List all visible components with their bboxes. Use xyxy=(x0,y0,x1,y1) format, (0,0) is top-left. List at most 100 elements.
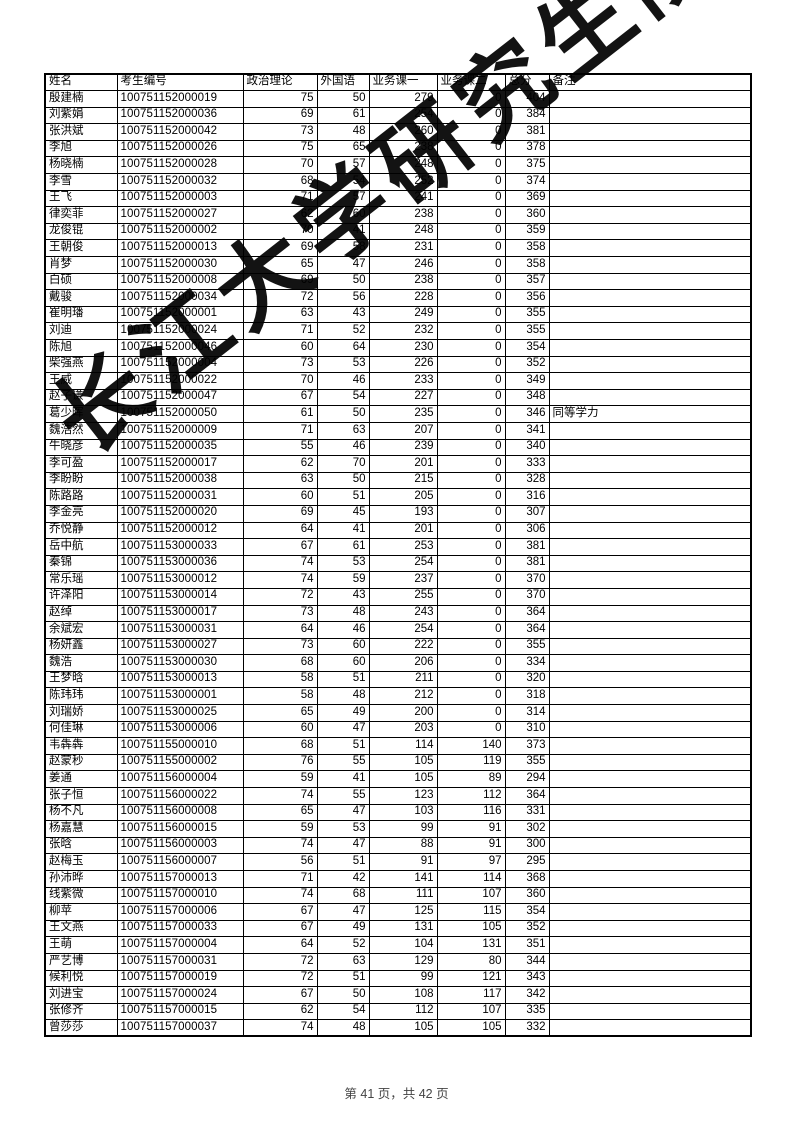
cell-candidate-id: 100751153000031 xyxy=(116,621,244,639)
cell-candidate-id: 100751157000019 xyxy=(116,969,244,988)
cell-subject-one: 237 xyxy=(368,571,438,589)
cell-foreign: 49 xyxy=(316,919,370,938)
table-row: 殷建楠 100751152000019 75 50 279 0 404 xyxy=(44,90,752,108)
table-row: 李雪 100751152000032 68 54 252 0 374 xyxy=(44,173,752,191)
cell-subject-two: 0 xyxy=(436,322,506,340)
cell-subject-one: 231 xyxy=(368,239,438,258)
cell-name: 姜通 xyxy=(44,770,118,789)
cell-candidate-id: 100751152000019 xyxy=(116,90,244,108)
cell-total: 310 xyxy=(504,720,550,739)
cell-candidate-id: 100751156000003 xyxy=(116,836,244,855)
table-row: 孙沛晔 100751157000013 71 42 141 114 368 xyxy=(44,870,752,888)
cell-subject-two: 0 xyxy=(436,239,506,258)
admission-score-table: 姓名 考生编号 政治理论 外国语 业务课一 业务课二 总分 备注 殷建楠 1007… xyxy=(44,73,752,1038)
cell-subject-two: 0 xyxy=(436,554,506,573)
cell-total: 404 xyxy=(504,90,550,108)
cell-foreign: 53 xyxy=(316,554,370,573)
cell-name: 孙沛晔 xyxy=(44,870,118,888)
cell-candidate-id: 100751152000036 xyxy=(116,106,244,125)
cell-subject-two: 121 xyxy=(436,969,506,988)
cell-subject-two: 0 xyxy=(436,587,506,606)
cell-politics: 69 xyxy=(242,504,318,523)
cell-politics: 65 xyxy=(242,704,318,722)
cell-foreign: 55 xyxy=(316,787,370,805)
cell-remark xyxy=(548,222,752,241)
cell-name: 戴骏 xyxy=(44,289,118,307)
cell-subject-one: 129 xyxy=(368,952,438,971)
cell-subject-one: 255 xyxy=(368,587,438,606)
table-row: 王威 100751152000022 70 46 233 0 349 xyxy=(44,372,752,390)
table-row: 张洪斌 100751152000042 73 48 260 0 381 xyxy=(44,123,752,141)
cell-name: 陈旭 xyxy=(44,339,118,357)
cell-name: 张晗 xyxy=(44,836,118,855)
cell-subject-two: 80 xyxy=(436,952,506,971)
cell-remark xyxy=(548,438,752,457)
cell-foreign: 43 xyxy=(316,305,370,324)
cell-foreign: 41 xyxy=(316,521,370,540)
cell-politics: 64 xyxy=(242,521,318,540)
cell-subject-two: 0 xyxy=(436,538,506,556)
cell-remark xyxy=(548,455,752,473)
cell-subject-two: 0 xyxy=(436,123,506,141)
cell-remark xyxy=(548,604,752,623)
cell-name: 王萌 xyxy=(44,936,118,954)
table-row: 柳苹 100751157000006 67 47 125 115 354 xyxy=(44,903,752,921)
cell-candidate-id: 100751152000032 xyxy=(116,173,244,191)
cell-subject-two: 131 xyxy=(436,936,506,954)
cell-remark xyxy=(548,554,752,573)
cell-name: 乔悦静 xyxy=(44,521,118,540)
cell-total: 360 xyxy=(504,206,550,224)
cell-subject-one: 248 xyxy=(368,222,438,241)
cell-total: 358 xyxy=(504,256,550,274)
cell-foreign: 48 xyxy=(316,604,370,623)
cell-subject-two: 0 xyxy=(436,372,506,390)
cell-name: 杨嘉慧 xyxy=(44,820,118,838)
cell-name: 杨晓楠 xyxy=(44,156,118,175)
table-row: 曾莎莎 100751157000037 74 48 105 105 332 xyxy=(44,1019,752,1037)
cell-foreign: 65 xyxy=(316,139,370,158)
cell-foreign: 43 xyxy=(316,587,370,606)
cell-remark xyxy=(548,339,752,357)
cell-subject-one: 238 xyxy=(368,272,438,291)
cell-subject-two: 115 xyxy=(436,903,506,921)
cell-name: 陈玮玮 xyxy=(44,687,118,706)
cell-politics: 74 xyxy=(242,886,318,905)
cell-name: 曾莎莎 xyxy=(44,1019,118,1037)
cell-subject-two: 107 xyxy=(436,1002,506,1021)
cell-total: 331 xyxy=(504,803,550,822)
cell-politics: 68 xyxy=(242,654,318,672)
cell-subject-one: 131 xyxy=(368,919,438,938)
cell-total: 341 xyxy=(504,421,550,440)
table-row: 李盼盼 100751152000038 63 50 215 0 328 xyxy=(44,471,752,490)
cell-foreign: 61 xyxy=(316,106,370,125)
cell-remark xyxy=(548,969,752,988)
cell-subject-one: 215 xyxy=(368,471,438,490)
cell-foreign: 51 xyxy=(316,737,370,755)
cell-total: 314 xyxy=(504,704,550,722)
cell-total: 381 xyxy=(504,538,550,556)
cell-total: 356 xyxy=(504,289,550,307)
cell-politics: 68 xyxy=(242,737,318,755)
cell-remark xyxy=(548,919,752,938)
cell-candidate-id: 100751153000033 xyxy=(116,538,244,556)
table-row: 许泽阳 100751153000014 72 43 255 0 370 xyxy=(44,587,752,606)
cell-remark xyxy=(548,670,752,689)
table-row: 王梦晗 100751153000013 58 51 211 0 320 xyxy=(44,670,752,689)
cell-name: 律奕菲 xyxy=(44,206,118,224)
cell-name: 王威 xyxy=(44,372,118,390)
table-row: 姜通 100751156000004 59 41 105 89 294 xyxy=(44,770,752,789)
cell-subject-one: 141 xyxy=(368,870,438,888)
cell-subject-two: 0 xyxy=(436,305,506,324)
cell-subject-one: 212 xyxy=(368,687,438,706)
cell-remark: 同等学力 xyxy=(548,405,752,423)
cell-name: 赵蒙秒 xyxy=(44,753,118,772)
cell-candidate-id: 100751152000038 xyxy=(116,471,244,490)
cell-total: 306 xyxy=(504,521,550,540)
cell-remark xyxy=(548,720,752,739)
cell-subject-two: 0 xyxy=(436,488,506,506)
cell-total: 352 xyxy=(504,355,550,374)
cell-foreign: 47 xyxy=(316,903,370,921)
cell-name: 杨不凡 xyxy=(44,803,118,822)
cell-name: 线紫微 xyxy=(44,886,118,905)
